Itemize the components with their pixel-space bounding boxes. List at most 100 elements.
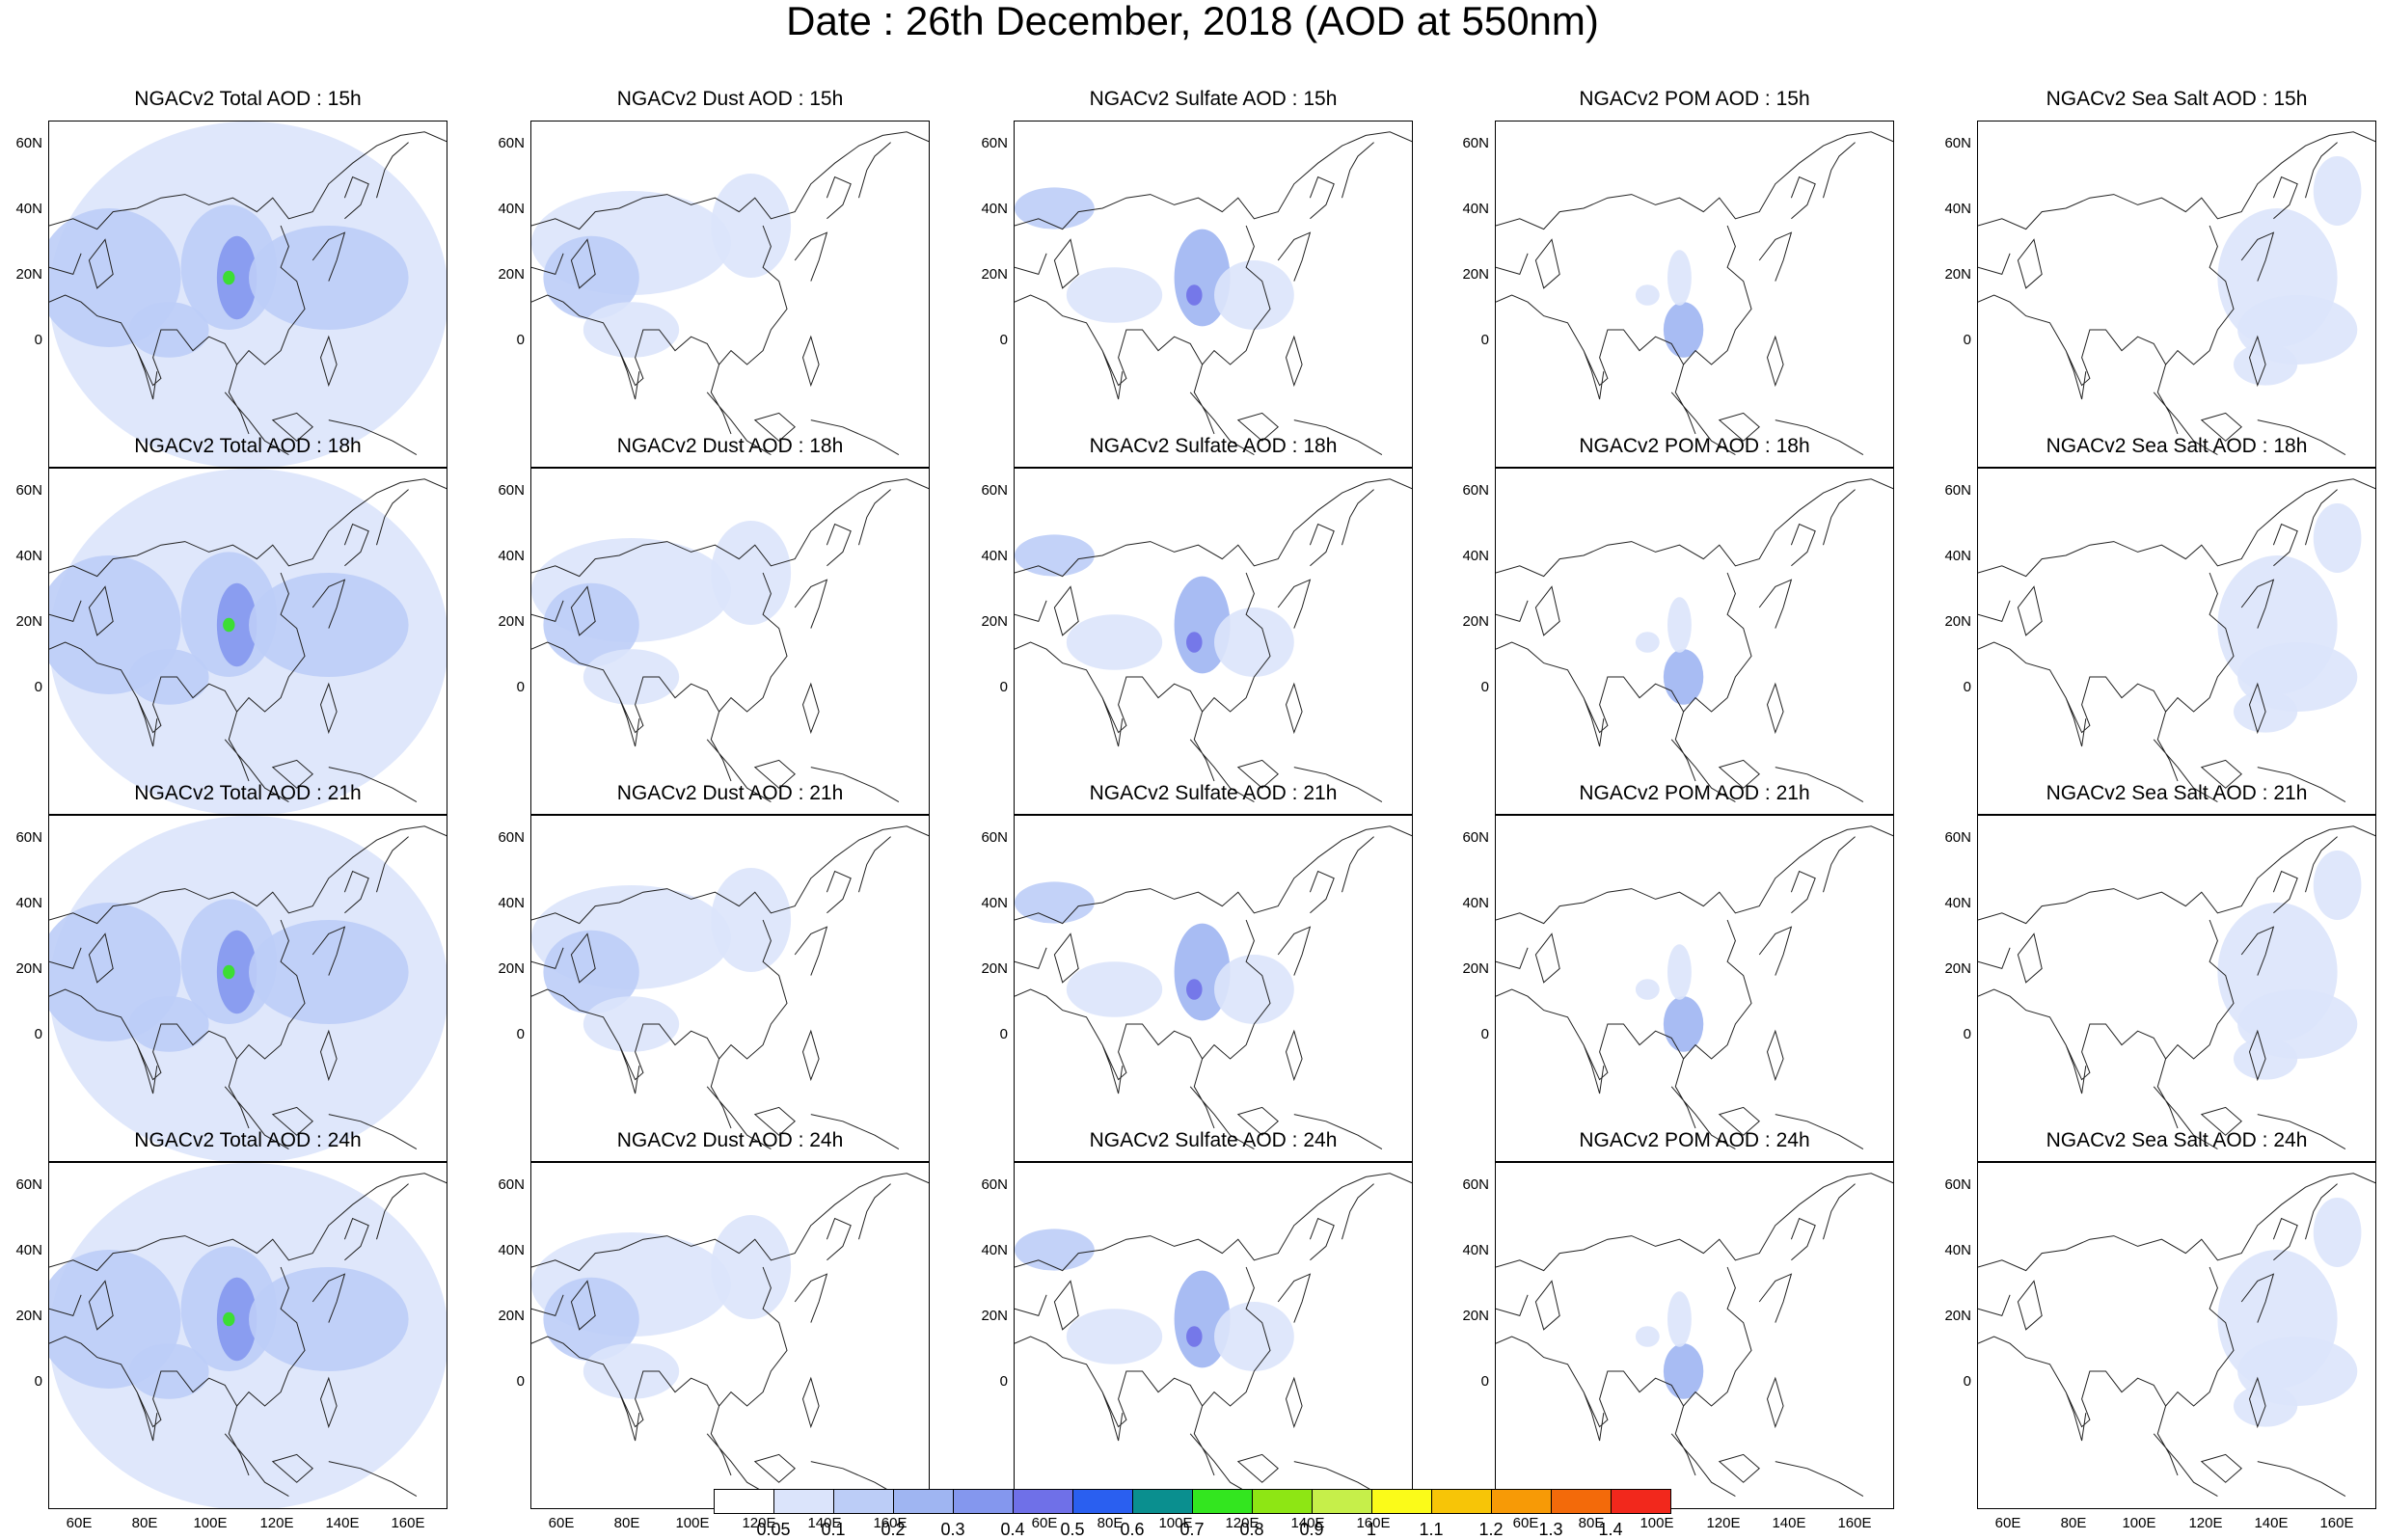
lat-tick-label: 60N [1944, 135, 1971, 151]
map-area [530, 121, 930, 468]
map-area [1977, 468, 2376, 815]
map-canvas [49, 816, 447, 1161]
colorbar-swatch [1072, 1489, 1133, 1514]
map-canvas [1496, 825, 1893, 1150]
lon-tick-label: 140E [1290, 1515, 1325, 1531]
lon-tick-label: 100E [193, 1515, 228, 1531]
coastline [49, 825, 447, 1150]
aod-shading [223, 1311, 235, 1327]
map-area [1495, 1162, 1894, 1509]
coastline [1015, 131, 1412, 456]
colorbar-swatch [1551, 1489, 1612, 1514]
colorbar-swatch [1312, 1489, 1372, 1514]
coastline [1978, 1173, 2375, 1498]
lat-tick-label: 20N [981, 613, 1008, 630]
map-panel: NGACv2 Sulfate AOD : 21h60N40N20N060E80E… [981, 782, 1413, 1184]
aod-shading [711, 521, 792, 625]
lat-tick-label: 40N [1462, 201, 1489, 217]
coastline [1978, 478, 2375, 803]
coastline [49, 478, 447, 803]
lon-tick-label: 160E [873, 1515, 908, 1531]
lon-tick-label: 100E [1640, 1515, 1674, 1531]
lon-tick-label: 80E [2060, 1515, 2087, 1531]
map-canvas [531, 131, 929, 456]
lat-tick-label: 60N [498, 135, 525, 151]
colorbar-swatch [893, 1489, 954, 1514]
lat-tick-label: 40N [1462, 895, 1489, 911]
lat-tick-label: 20N [15, 266, 42, 283]
map-panel: NGACv2 POM AOD : 18h60N40N20N060E80E100E… [1462, 435, 1894, 837]
lon-tick-label: 140E [807, 1515, 842, 1531]
map-panel: NGACv2 POM AOD : 21h60N40N20N060E80E100E… [1462, 782, 1894, 1184]
aod-shading [1214, 260, 1294, 330]
aod-shading [1066, 1309, 1163, 1364]
aod-shading [1214, 608, 1294, 677]
map-canvas [49, 469, 447, 814]
colorbar-swatch [773, 1489, 834, 1514]
lat-tick-label: 20N [15, 613, 42, 630]
map-canvas [49, 1163, 447, 1508]
colorbar-label: 0.05 [756, 1520, 791, 1539]
coastline [1496, 825, 1893, 1150]
lon-tick-label: 160E [2319, 1515, 2354, 1531]
lat-tick-label: 0 [1963, 1373, 1971, 1390]
aod-shading [216, 235, 257, 320]
coastline [1978, 825, 2375, 1150]
panel-title: NGACv2 Sea Salt AOD : 15h [2046, 88, 2308, 110]
lon-tick-label: 140E [1772, 1515, 1806, 1531]
lon-tick-label: 80E [613, 1515, 640, 1531]
map-area [530, 815, 930, 1162]
lat-tick-label: 40N [1944, 548, 1971, 564]
map-area [48, 121, 447, 468]
aod-shading [1663, 649, 1704, 705]
lat-tick-label: 60N [498, 829, 525, 846]
lat-tick-label: 20N [1462, 1308, 1489, 1324]
panel-title: NGACv2 Total AOD : 18h [134, 435, 362, 457]
coastline [1015, 1173, 1412, 1498]
map-area [48, 815, 447, 1162]
map-canvas [1496, 131, 1893, 456]
lat-tick-label: 60N [1944, 482, 1971, 499]
aod-shading [2313, 503, 2362, 573]
aod-shading [2313, 156, 2362, 226]
aod-shading [216, 1277, 257, 1362]
map-area [1495, 121, 1894, 468]
coastline [1496, 478, 1893, 803]
lat-tick-label: 40N [15, 548, 42, 564]
coastline [1015, 478, 1412, 803]
aod-shading [1663, 302, 1704, 358]
aod-shading [1015, 534, 1095, 577]
map-canvas [1496, 1173, 1893, 1498]
aod-shading [1667, 944, 1692, 1000]
aod-shading [1066, 267, 1163, 323]
colorbar-swatch [1013, 1489, 1073, 1514]
coastline [1978, 131, 2375, 456]
colorbar-swatch [1192, 1489, 1253, 1514]
aod-shading [1186, 284, 1203, 306]
lat-tick-label: 20N [1462, 266, 1489, 283]
colorbar-label: 0.4 [1000, 1520, 1025, 1539]
lon-tick-label: 80E [1097, 1515, 1124, 1531]
lat-tick-label: 60N [981, 482, 1008, 499]
colorbar-label: 0.7 [1179, 1520, 1205, 1539]
map-panel: NGACv2 Total AOD : 15h60N40N20N060E80E10… [15, 88, 447, 490]
colorbar-label: 0.3 [940, 1520, 965, 1539]
lon-tick-label: 160E [1356, 1515, 1391, 1531]
lat-tick-label: 20N [1462, 960, 1489, 977]
aod-shading [2313, 1198, 2362, 1267]
lon-tick-label: 140E [325, 1515, 360, 1531]
lat-tick-label: 60N [15, 1176, 42, 1193]
lat-tick-label: 60N [1462, 1176, 1489, 1193]
coastline [531, 478, 929, 803]
lon-tick-label: 60E [1512, 1515, 1539, 1531]
map-panel: NGACv2 Dust AOD : 24h 60N 40N 20N 0 60E 80E 100… [498, 1129, 930, 1531]
aod-shading [583, 302, 680, 358]
map-panel: NGACv2 Sulfate AOD : 18h60N40N20N060E80E… [981, 435, 1413, 837]
lat-tick-label: 20N [498, 960, 525, 977]
lat-tick-label: 0 [999, 679, 1008, 695]
aod-shading [223, 964, 235, 980]
map-canvas [531, 1173, 929, 1498]
panel-title: NGACv2 Total AOD : 15h [134, 88, 362, 110]
map-canvas [1978, 1173, 2375, 1498]
aod-shading [583, 649, 680, 705]
